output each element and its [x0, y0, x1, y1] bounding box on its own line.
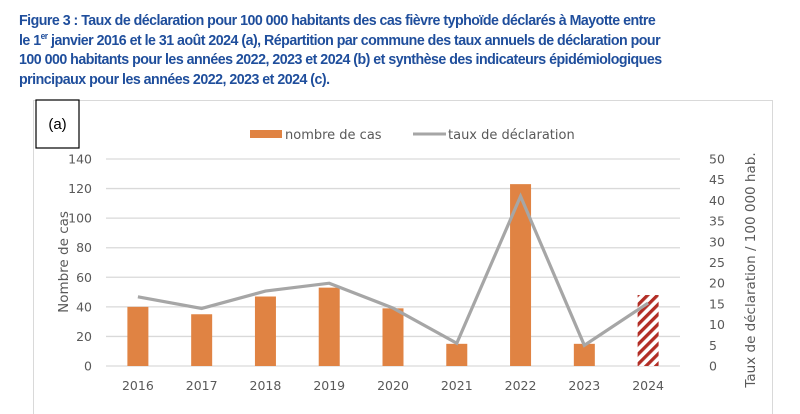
y2-tick-label: 45 [709, 172, 725, 187]
bar-series [127, 184, 659, 366]
y-tick-label: 0 [84, 359, 92, 374]
rate-line [137, 192, 649, 348]
y2-tick-label: 0 [709, 359, 717, 374]
x-tick-label: 2023 [568, 378, 600, 393]
caption-line-3: 100 000 habitants pour les années 2022, … [19, 51, 662, 68]
bar [446, 343, 468, 366]
y2-tick-label: 20 [709, 276, 725, 291]
legend-label-bar: nombre de cas [285, 128, 382, 143]
x-tick-label: 2016 [122, 378, 154, 393]
legend-swatch-bar [250, 130, 282, 138]
y2-tick-label: 5 [709, 338, 717, 353]
bar [191, 314, 213, 366]
y-tick-label: 60 [76, 270, 92, 285]
line-series [137, 192, 649, 348]
x-tick-label: 2019 [313, 378, 345, 393]
legend: nombre de cas taux de déclaration [250, 128, 575, 143]
bar [382, 308, 404, 366]
y-tick-label: 100 [68, 211, 92, 226]
y-axis-right-title: Taux de déclaration / 100 000 hab. [743, 152, 759, 388]
caption-line-2-start: le 1 [19, 31, 41, 49]
caption-superscript: er [40, 30, 48, 41]
legend-label-line: taux de déclaration [448, 128, 575, 143]
y-axis-right-ticks: 0 5 10 15 20 25 30 35 40 45 50 [709, 152, 725, 374]
y-axis-left-ticks: 0 20 40 60 80 100 120 140 [68, 152, 92, 374]
x-tick-label: 2024 [632, 378, 664, 393]
y2-tick-label: 40 [709, 193, 725, 208]
bar [573, 343, 595, 366]
y-tick-label: 80 [76, 240, 92, 255]
figure-caption: Figure 3 : Taux de déclaration pour 100 … [19, 11, 767, 89]
caption-line-4: principaux pour les années 2022, 2023 et… [19, 70, 330, 88]
caption-line-1: Figure 3 : Taux de déclaration pour 100 … [19, 12, 656, 29]
y2-tick-label: 35 [709, 214, 725, 229]
y2-tick-label: 30 [709, 234, 725, 249]
y-tick-label: 20 [76, 329, 92, 344]
y-axis-left-title: Nombre de cas [56, 211, 72, 313]
y2-tick-label: 50 [709, 152, 725, 167]
panel-label-box [35, 99, 80, 149]
y2-tick-label: 15 [709, 296, 725, 311]
x-axis-ticks: 2016 2017 2018 2019 2020 2021 2022 2023 2024 [122, 378, 664, 393]
y2-tick-label: 10 [709, 317, 725, 332]
x-tick-label: 2022 [505, 378, 537, 393]
x-tick-label: 2020 [377, 378, 409, 393]
y-tick-label: 120 [68, 181, 92, 196]
bar [254, 296, 276, 366]
caption-line-2: le 1er janvier 2016 et le 31 août 2024 (… [19, 31, 767, 51]
y-tick-label: 140 [68, 152, 92, 167]
bar [318, 287, 340, 366]
bar [127, 306, 149, 366]
y-tick-label: 40 [76, 299, 92, 314]
caption-line-2-end: janvier 2016 et le 31 août 2024 (a), Rép… [47, 31, 661, 49]
bar-hatched [637, 295, 659, 366]
x-tick-label: 2018 [250, 378, 282, 393]
x-tick-label: 2017 [186, 378, 218, 393]
y2-tick-label: 25 [709, 255, 725, 270]
bar [510, 184, 532, 366]
panel-label: (a) [48, 116, 66, 133]
x-tick-label: 2021 [441, 378, 473, 393]
